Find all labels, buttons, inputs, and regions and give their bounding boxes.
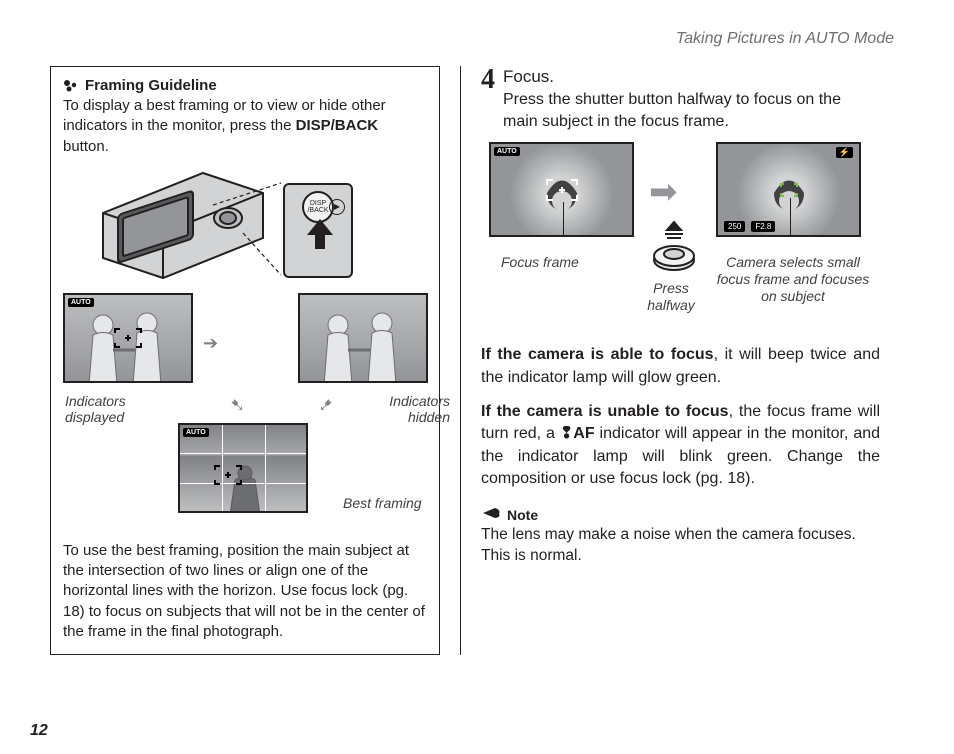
monitor-best-framing: AUTO: [178, 423, 308, 513]
focus-diagram: AUTO ➡: [481, 142, 880, 332]
tip-icon: [63, 79, 79, 93]
arrow-diag-icon: ➷: [318, 395, 333, 416]
step-title: Focus.: [503, 66, 880, 89]
step-number: 4: [481, 66, 495, 132]
focus-fail-text: If the camera is unable to focus, the fo…: [481, 401, 880, 491]
caption-indicators-hidden: Indicators hidden: [360, 393, 450, 425]
step-body-text: Press the shutter button halfway to focu…: [503, 89, 880, 132]
note-body: The lens may make a noise when the camer…: [481, 525, 880, 567]
framing-intro: To display a best framing or to view or …: [63, 96, 427, 157]
framing-footer-text: To use the best framing, position the ma…: [63, 541, 427, 642]
framing-grid: [180, 425, 306, 511]
arrow-right-icon: ➡: [649, 172, 678, 212]
framing-diagram: DISP /BACK ▶ AUTO: [63, 163, 427, 533]
playback-icon: ▶: [329, 199, 345, 215]
focus-bracket-icon: [114, 328, 142, 348]
arrow-diag-icon: ➷: [230, 395, 245, 416]
camera-illustration: [93, 163, 283, 288]
focus-success-text: If the camera is able to focus, it will …: [481, 344, 880, 389]
caption-best-framing: Best framing: [343, 495, 422, 511]
arrow-right-icon: ➔: [203, 333, 218, 354]
page-number: 12: [30, 722, 48, 740]
framing-guideline-box: Framing Guideline To display a best fram…: [50, 66, 440, 655]
caption-press-halfway: Press halfway: [631, 280, 711, 314]
note-pointer-icon: [481, 506, 501, 523]
auto-badge: AUTO: [494, 147, 520, 156]
photo-after-focus: ⚡ 250F2.8: [716, 142, 861, 237]
monitor-indicators-hidden: [298, 293, 428, 383]
photo-before-focus: AUTO: [489, 142, 634, 237]
disp-back-zoom: DISP /BACK ▶: [283, 183, 353, 278]
note-header: Note: [481, 506, 880, 523]
monitor-indicators-displayed: AUTO: [63, 293, 193, 383]
caption-focus-frame: Focus frame: [501, 254, 579, 271]
shutter-press-illustration: [639, 220, 709, 275]
focus-bracket-icon: [546, 179, 578, 201]
exposure-readout: 250F2.8: [724, 221, 775, 232]
up-arrow-icon: [307, 219, 333, 272]
caption-indicators-displayed: Indicators displayed: [65, 393, 155, 425]
focus-bracket-icon: [214, 465, 242, 485]
framing-title: Framing Guideline: [85, 77, 217, 94]
flash-badge: ⚡: [836, 147, 853, 158]
focus-bracket-small-icon: [780, 183, 798, 197]
section-header: Taking Pictures in AUTO Mode: [50, 30, 904, 48]
caption-camera-selects: Camera selects small focus frame and foc…: [713, 254, 873, 304]
